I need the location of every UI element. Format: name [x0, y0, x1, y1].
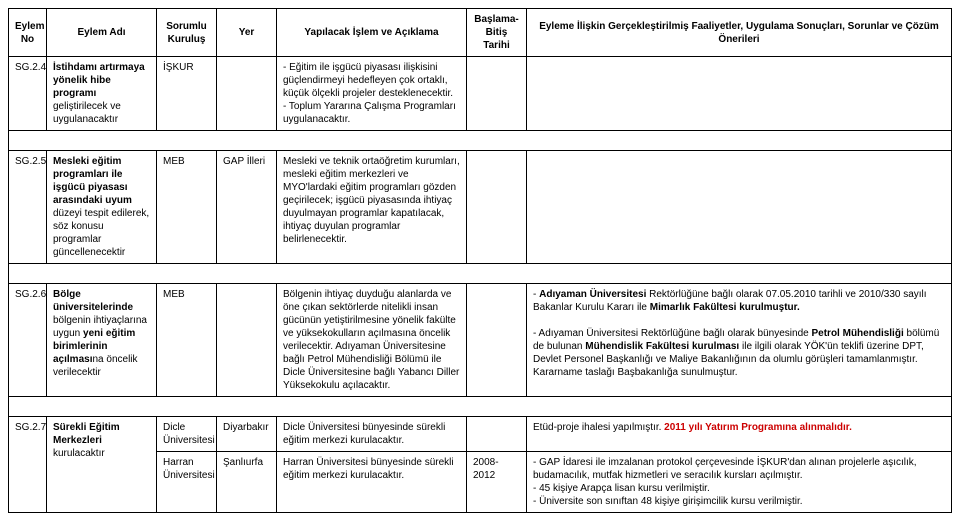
cell-desc: Bölgenin ihtiyaç duyduğu alanlarda ve ön…: [277, 284, 467, 397]
cell-no: SG.2.4: [9, 57, 47, 131]
cell-name: Mesleki eğitim programları ile işgücü pi…: [47, 151, 157, 264]
header-result: Eyleme İlişkin Gerçekleştirilmiş Faaliye…: [527, 9, 952, 57]
cell-no: SG.2.6: [9, 284, 47, 397]
cell-desc: Harran Üniversitesi bünyesinde sürekli e…: [277, 452, 467, 513]
r-p1d: Mimarlık Fakültesi kurulmuştur.: [650, 302, 800, 313]
cell-date: [467, 57, 527, 131]
table-row: SG.2.4 İstihdamı artırmaya yönelik hibe …: [9, 57, 952, 131]
cell-result: [527, 151, 952, 264]
cell-no: SG.2.7: [9, 417, 47, 513]
cell-place: GAP İlleri: [217, 151, 277, 264]
cell-place: [217, 57, 277, 131]
r-p2d: Mühendislik Fakültesi kurulması: [585, 341, 739, 352]
spacer-row: [9, 131, 952, 151]
cell-desc: Dicle Üniversitesi bünyesinde sürekli eğ…: [277, 417, 467, 452]
spacer-row: [9, 397, 952, 417]
cell-result: Etüd-proje ihalesi yapılmıştır. 2011 yıl…: [527, 417, 952, 452]
cell-org: Harran Üniversitesi: [157, 452, 217, 513]
cell-no: SG.2.5: [9, 151, 47, 264]
header-row: Eylem No Eylem Adı Sorumlu Kuruluş Yer Y…: [9, 9, 952, 57]
cell-name: Bölge üniversitelerinde bölgenin ihtiyaç…: [47, 284, 157, 397]
cell-date: [467, 417, 527, 452]
action-plan-table: Eylem No Eylem Adı Sorumlu Kuruluş Yer Y…: [8, 8, 952, 513]
table-row: SG.2.6 Bölge üniversitelerinde bölgenin …: [9, 284, 952, 397]
header-no: Eylem No: [9, 9, 47, 57]
cell-result: - Adıyaman Üniversitesi Rektörlüğüne bağ…: [527, 284, 952, 397]
name-rest: geliştirilecek ve uygulanacaktır: [53, 101, 121, 125]
cell-date: [467, 284, 527, 397]
header-date: Başlama-Bitiş Tarihi: [467, 9, 527, 57]
cell-org: MEB: [157, 284, 217, 397]
cell-place: Diyarbakır: [217, 417, 277, 452]
cell-org: MEB: [157, 151, 217, 264]
r-p1b: Adıyaman Üniversitesi: [539, 289, 646, 300]
cell-name: İstihdamı artırmaya yönelik hibe program…: [47, 57, 157, 131]
cell-org: İŞKUR: [157, 57, 217, 131]
cell-date: [467, 151, 527, 264]
cell-result: [527, 57, 952, 131]
cell-place: [217, 284, 277, 397]
cell-name: Sürekli Eğitim Merkezleri kurulacaktır: [47, 417, 157, 513]
name-bold: Sürekli Eğitim Merkezleri: [53, 422, 120, 446]
cell-result: - GAP İdaresi ile imzalanan protokol çer…: [527, 452, 952, 513]
name-rest: düzeyi tespit edilerek, söz konusu progr…: [53, 208, 149, 258]
name-b1: Bölge üniversitelerinde: [53, 289, 133, 313]
name-bold: Mesleki eğitim programları ile işgücü pi…: [53, 156, 132, 206]
r-p2b: Petrol Mühendisliği: [812, 328, 904, 339]
r-p2a: - Adıyaman Üniversitesi Rektörlüğüne bağ…: [533, 328, 812, 339]
spacer-row: [9, 264, 952, 284]
r27a-b: 2011 yılı Yatırım Programına alınmalıdır…: [664, 422, 852, 433]
header-org: Sorumlu Kuruluş: [157, 9, 217, 57]
name-rest: kurulacaktır: [53, 448, 105, 459]
table-row: SG.2.7 Sürekli Eğitim Merkezleri kurulac…: [9, 417, 952, 452]
cell-desc: - Eğitim ile işgücü piyasası ilişkisini …: [277, 57, 467, 131]
cell-org: Dicle Üniversitesi: [157, 417, 217, 452]
header-place: Yer: [217, 9, 277, 57]
r27a-a: Etüd-proje ihalesi yapılmıştır.: [533, 422, 664, 433]
cell-desc: Mesleki ve teknik ortaöğretim kurumları,…: [277, 151, 467, 264]
name-bold: İstihdamı artırmaya yönelik hibe program…: [53, 62, 145, 99]
table-row: SG.2.5 Mesleki eğitim programları ile iş…: [9, 151, 952, 264]
cell-place: Şanlıurfa: [217, 452, 277, 513]
header-desc: Yapılacak İşlem ve Açıklama: [277, 9, 467, 57]
cell-date: 2008-2012: [467, 452, 527, 513]
header-name: Eylem Adı: [47, 9, 157, 57]
